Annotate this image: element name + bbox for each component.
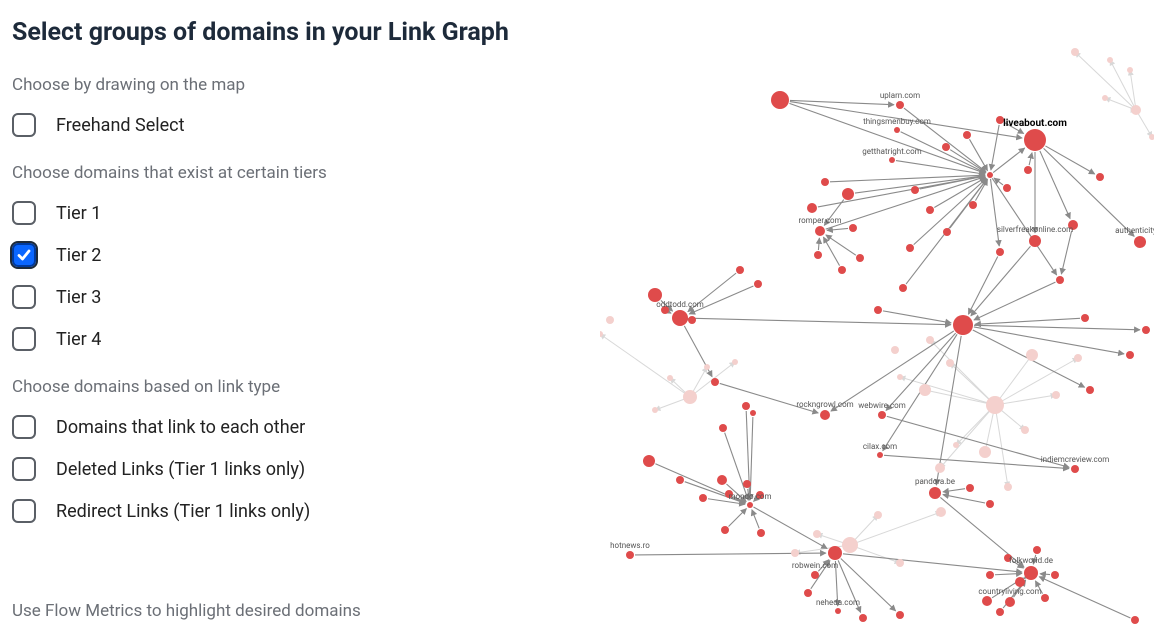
tier-checkbox-3[interactable] [12, 327, 36, 351]
linktype-checkbox-1[interactable] [12, 457, 36, 481]
svg-text:hotnews.ro: hotnews.ro [610, 541, 650, 550]
svg-text:robwein.com: robwein.com [792, 561, 838, 570]
svg-text:pandora.be: pandora.be [915, 477, 955, 486]
svg-text:getthatright.com: getthatright.com [862, 147, 921, 156]
link-graph-panel[interactable]: liveabout.com uplarn.com thingsmenbuy.com g… [600, 0, 1154, 635]
tier-label-2: Tier 3 [56, 287, 101, 308]
linktype-option-row-1: Deleted Links (Tier 1 links only) [12, 457, 588, 481]
svg-text:folkworld.de: folkworld.de [1009, 556, 1053, 565]
section-label-tiers: Choose domains that exist at certain tie… [12, 163, 588, 183]
section-label-flowmetrics-cut: Use Flow Metrics to highlight desired do… [12, 601, 361, 621]
section-draw: Choose by drawing on the map Freehand Se… [12, 75, 588, 137]
controls-panel: Select groups of domains in your Link Gr… [0, 0, 600, 635]
linktype-label-1: Deleted Links (Tier 1 links only) [56, 459, 305, 480]
tier-label-3: Tier 4 [56, 329, 101, 350]
section-linktype: Choose domains based on link type Domain… [12, 377, 588, 523]
svg-text:rockngrowl.com: rockngrowl.com [796, 400, 853, 409]
svg-text:countryliving.com: countryliving.com [978, 587, 1041, 596]
link-graph-svg[interactable]: liveabout.com uplarn.com thingsmenbuy.com g… [600, 0, 1154, 635]
section-label-linktype: Choose domains based on link type [12, 377, 588, 397]
linktype-option-row-2: Redirect Links (Tier 1 links only) [12, 499, 588, 523]
section-tiers: Choose domains that exist at certain tie… [12, 163, 588, 351]
svg-text:authenticityvu: authenticityvu [1115, 226, 1154, 235]
tier-checkbox-1[interactable] [12, 243, 36, 267]
svg-text:uplarn.com: uplarn.com [880, 91, 920, 100]
svg-text:neheda.com: neheda.com [816, 598, 860, 607]
tier-option-row-1: Tier 2 [12, 243, 588, 267]
svg-text:liveabout.com: liveabout.com [1003, 118, 1067, 129]
linktype-checkbox-2[interactable] [12, 499, 36, 523]
svg-text:mondo.com: mondo.com [729, 492, 772, 501]
tier-option-row-3: Tier 4 [12, 327, 588, 351]
svg-text:silverfreakonline.com: silverfreakonline.com [997, 225, 1073, 234]
svg-text:cilax.com: cilax.com [863, 442, 897, 451]
tier-option-row-0: Tier 1 [12, 201, 588, 225]
tier-option-row-2: Tier 3 [12, 285, 588, 309]
linktype-label-2: Redirect Links (Tier 1 links only) [56, 501, 310, 522]
tier-label-0: Tier 1 [56, 203, 101, 224]
linktype-checkbox-0[interactable] [12, 415, 36, 439]
svg-text:romper.com: romper.com [798, 216, 841, 225]
tier-label-1: Tier 2 [56, 245, 101, 266]
svg-text:indiemcreview.com: indiemcreview.com [1041, 455, 1110, 464]
svg-text:oddtodd.com: oddtodd.com [656, 300, 704, 309]
linktype-option-row-0: Domains that link to each other [12, 415, 588, 439]
tier-checkbox-2[interactable] [12, 285, 36, 309]
svg-text:thingsmenbuy.com: thingsmenbuy.com [863, 117, 931, 126]
svg-text:webwire.com: webwire.com [858, 401, 905, 410]
page-title: Select groups of domains in your Link Gr… [12, 18, 588, 47]
linktype-label-0: Domains that link to each other [56, 417, 305, 438]
section-label-draw: Choose by drawing on the map [12, 75, 588, 95]
freehand-label-0: Freehand Select [56, 115, 184, 136]
freehand-option-row-0: Freehand Select [12, 113, 588, 137]
tier-checkbox-0[interactable] [12, 201, 36, 225]
freehand-checkbox-0[interactable] [12, 113, 36, 137]
